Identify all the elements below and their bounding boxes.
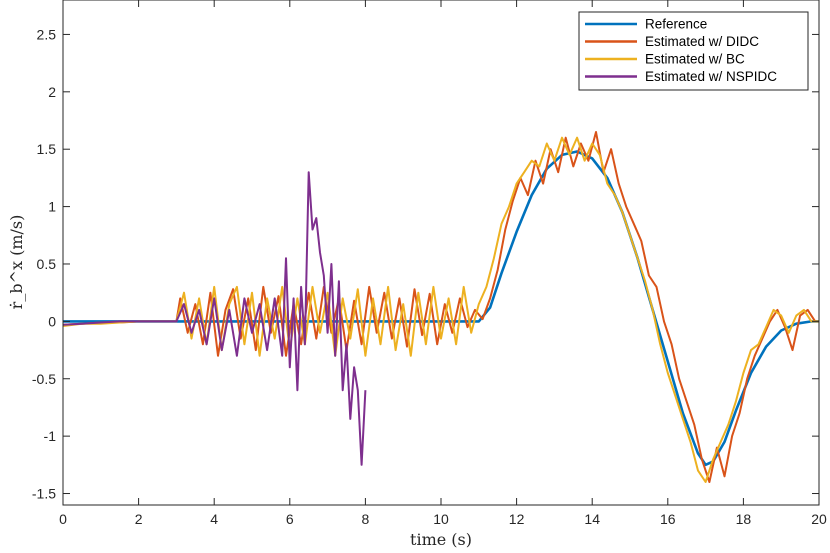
legend-entry-label: Estimated w/ DIDC xyxy=(645,34,759,49)
x-tick-label: 16 xyxy=(660,511,676,527)
y-axis: -1.5 -1 -0.5 0 0.5 1 1.5 2 2.5 xyxy=(32,26,819,502)
series-line-estimated-w-nspidc xyxy=(62,171,367,466)
series-line-estimated-w-bc xyxy=(62,136,819,483)
series-line-estimated-w-didc xyxy=(62,131,819,483)
legend: Reference Estimated w/ DIDC Estimated w/ B… xyxy=(578,11,809,91)
legend-entry-label: Estimated w/ NSPIDC xyxy=(645,69,777,84)
y-tick-label: 0.5 xyxy=(37,256,57,272)
y-axis-label: ṙ_b^x (m/s) xyxy=(7,215,26,310)
legend-entry-label: Reference xyxy=(645,17,707,32)
y-tick-label: 0 xyxy=(48,313,56,329)
x-tick-label: 20 xyxy=(811,511,827,527)
x-axis: 0 2 4 6 8 10 12 14 16 18 20 xyxy=(59,0,827,527)
x-tick-label: 6 xyxy=(286,511,294,527)
x-tick-label: 4 xyxy=(210,511,218,527)
y-tick-label: -0.5 xyxy=(32,371,56,387)
y-tick-label: 2 xyxy=(48,84,56,100)
x-tick-label: 2 xyxy=(135,511,143,527)
x-tick-label: 12 xyxy=(509,511,525,527)
x-tick-label: 0 xyxy=(59,511,67,527)
series-layer xyxy=(62,131,819,483)
y-tick-label: -1.5 xyxy=(32,486,56,502)
legend-entry-label: Estimated w/ BC xyxy=(645,52,745,67)
x-tick-label: 14 xyxy=(584,511,600,527)
x-tick-label: 8 xyxy=(362,511,370,527)
y-tick-label: 1.5 xyxy=(37,141,57,157)
y-tick-label: 2.5 xyxy=(37,26,57,42)
y-tick-label: 1 xyxy=(48,199,56,215)
x-axis-label: time (s) xyxy=(410,530,472,549)
x-tick-label: 18 xyxy=(736,511,752,527)
y-tick-label: -1 xyxy=(44,428,57,444)
x-tick-label: 10 xyxy=(433,511,449,527)
